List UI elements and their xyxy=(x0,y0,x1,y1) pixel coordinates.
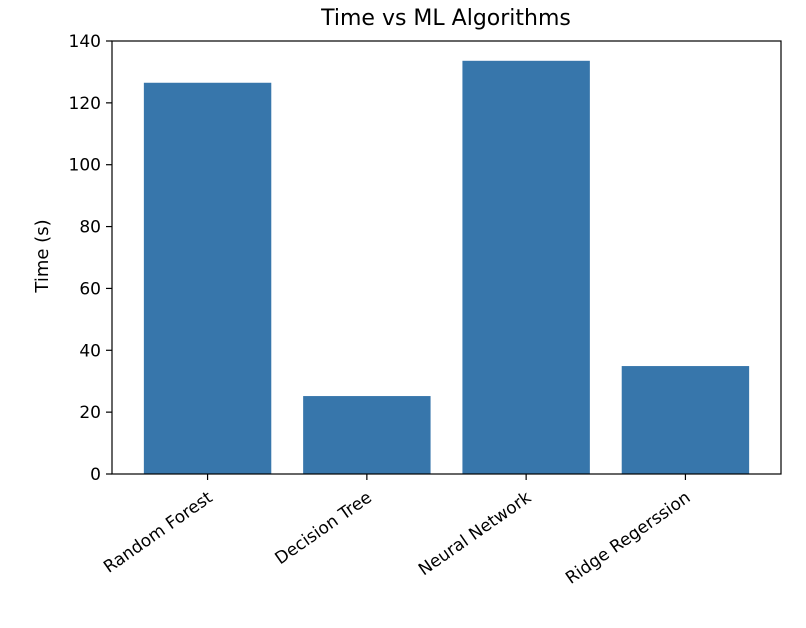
x-axis: Random Forest Decision Tree Neural Network… xyxy=(100,474,694,589)
y-tick-label: 0 xyxy=(90,465,101,485)
y-axis: 0 20 40 60 80 100 120 140 xyxy=(69,32,112,485)
y-tick-label: 80 xyxy=(79,218,101,238)
bar-ridge-regerssion xyxy=(621,366,750,474)
y-tick-label: 60 xyxy=(79,279,101,299)
bar-random-forest xyxy=(143,82,272,474)
plot-frame xyxy=(111,40,782,475)
x-tick-label: Neural Network xyxy=(415,488,535,580)
y-tick-label: 120 xyxy=(69,94,101,114)
bar-decision-tree xyxy=(303,396,431,474)
x-tick-label: Ridge Regerssion xyxy=(562,488,694,589)
chart-title: Time vs ML Algorithms xyxy=(320,6,571,31)
bar-neural-network xyxy=(462,60,590,475)
y-tick-label: 140 xyxy=(69,32,101,52)
y-tick-label: 100 xyxy=(69,156,101,176)
x-tick-label: Decision Tree xyxy=(272,488,376,569)
bars-group xyxy=(143,60,750,475)
x-tick-label: Random Forest xyxy=(100,488,217,578)
y-axis-label: Time (s) xyxy=(32,219,53,293)
y-tick-label: 40 xyxy=(79,341,101,361)
y-tick-label: 20 xyxy=(79,403,101,423)
